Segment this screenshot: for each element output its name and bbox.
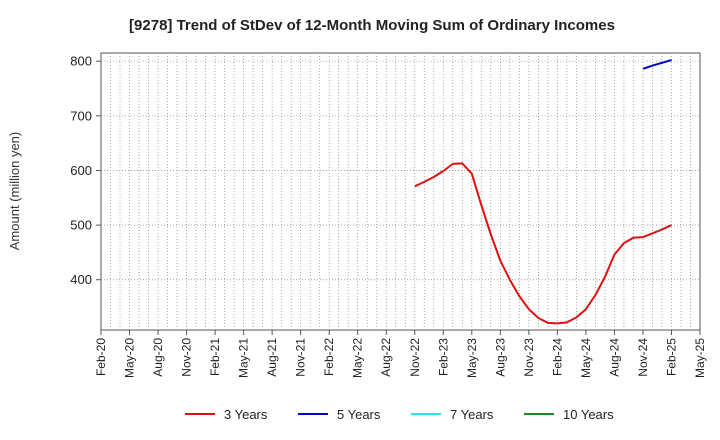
y-axis: 400 500 600 700 800 [70,54,101,287]
y-tick-label: 400 [70,272,92,287]
x-tick-label: May-25 [693,338,707,378]
x-tick-label: Aug-20 [151,338,165,377]
legend-label: 10 Years [563,407,614,422]
x-tick-label: Nov-23 [522,338,536,377]
y-tick-label: 600 [70,163,92,178]
x-tick-label: Feb-24 [550,338,564,376]
x-tick-label: May-21 [237,338,251,378]
x-tick-label: Feb-20 [94,338,108,376]
x-tick-label: Nov-24 [636,338,650,377]
x-tick-label: Feb-25 [664,338,678,376]
x-tick-label: Nov-20 [180,338,194,377]
series-line-5-years [642,59,672,70]
legend-label: 7 Years [450,407,494,422]
plot-area [100,52,701,331]
x-tick-label: May-22 [351,338,365,378]
x-tick-label: Feb-23 [436,338,450,376]
x-tick-label: Nov-21 [294,338,308,377]
x-tick-label: Aug-22 [379,338,393,377]
x-tick-label: Feb-22 [322,338,336,376]
grid-lines [101,53,700,330]
x-tick-label: Aug-23 [493,338,507,377]
x-tick-label: Aug-24 [607,338,621,377]
y-tick-label: 800 [70,54,92,69]
y-axis-label: Amount (million yen) [7,132,22,251]
x-tick-label: Aug-21 [265,338,279,377]
legend-label: 3 Years [224,407,268,422]
x-tick-label: May-24 [579,338,593,378]
plot-frame [100,52,701,331]
legend: 3 Years 5 Years 7 Years 10 Years [185,407,614,422]
legend-label: 5 Years [337,407,381,422]
x-tick-label: May-20 [123,338,137,378]
x-axis: Feb-20 May-20 Aug-20 Nov-20 Feb-21 May-21 Aug-… [94,330,707,378]
x-tick-label: Feb-21 [208,338,222,376]
y-tick-label: 500 [70,218,92,233]
y-tick-label: 700 [70,108,92,123]
chart-title: [9278] Trend of StDev of 12-Month Moving… [129,17,615,34]
x-tick-label: Nov-22 [408,338,422,377]
x-tick-label: May-23 [465,338,479,378]
series-layer [414,59,672,325]
series-line-3-years [414,162,672,325]
